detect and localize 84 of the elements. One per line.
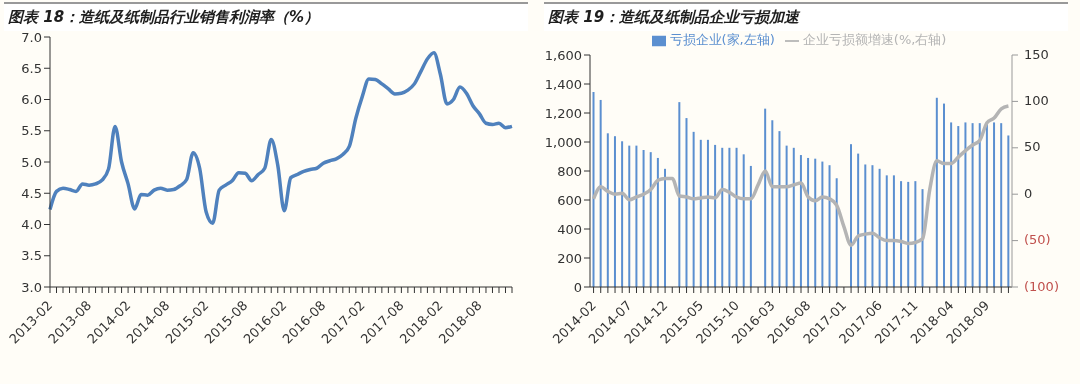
bar [914,181,917,287]
bar [664,168,667,287]
y-tick-label: 800 [557,163,582,179]
chart-title: 图表 18：造纸及纸制品行业销售利润率（%） [4,2,528,31]
bar [685,118,688,287]
line-series [48,50,514,225]
bar [935,97,938,287]
bar [971,123,974,287]
bar [721,147,724,287]
bar [735,147,738,287]
bar [985,123,988,287]
y-tick-label: 6.5 [21,60,42,76]
bar [778,131,781,287]
bar [849,144,852,287]
y2-tick-label: 100 [1024,92,1049,108]
y-tick-label: 1,400 [544,76,582,92]
bar [814,158,817,287]
bar [900,181,903,287]
bar [792,147,795,287]
bar [621,141,624,287]
bar [742,154,745,287]
bar [714,144,717,287]
bar [642,149,645,287]
bar [885,175,888,287]
bar [871,165,874,287]
y2-tick-label: (100) [1024,278,1059,294]
bar [942,103,945,287]
bar [592,91,595,287]
bar [799,155,802,287]
y-tick-label: 6.0 [21,92,42,108]
bar [864,164,867,287]
bar [892,175,895,287]
y-tick-label: 3.0 [21,279,42,295]
bar [728,147,731,287]
y-tick-label: 4.5 [21,185,42,201]
bar [692,131,695,287]
y2-tick-label: 0 [1024,185,1033,201]
y-tick-label: 4.0 [21,217,42,233]
legend-label: 亏损企业(家,左轴) [669,32,775,47]
bar [635,145,638,287]
bar [964,122,967,287]
y-tick-label: 7.0 [21,29,42,45]
y2-tick-label: 150 [1024,46,1049,62]
y-tick-label: 5.0 [21,154,42,170]
bar [771,120,774,287]
y-tick-label: 5.5 [21,123,42,139]
bar [606,133,609,287]
bar [950,122,953,287]
bar [907,181,910,287]
chart-title: 图表 19：造纸及纸制品企业亏损加速 [544,2,1068,31]
bar [613,136,616,287]
y-tick-label: 1,000 [544,134,582,150]
bar [1000,123,1003,287]
bar [835,178,838,287]
y-tick-label: 1,200 [544,105,582,121]
y2-tick-label: (50) [1024,232,1051,248]
bar [764,108,767,287]
bar [628,145,631,287]
bar [699,139,702,287]
bar [993,122,996,287]
legend-label: 企业亏损额增速(%,右轴) [802,32,947,47]
bar [1007,135,1010,287]
bar [957,126,960,287]
line-series [591,104,1011,247]
y-tick-label: 600 [557,192,582,208]
bar [978,123,981,287]
bar [749,165,752,287]
bar [785,145,788,287]
y-tick-label: 400 [557,221,582,237]
bar [878,168,881,287]
bar [807,157,810,287]
y2-tick-label: 50 [1024,139,1041,155]
y-tick-label: 200 [557,250,582,266]
bar [656,157,659,287]
bar [599,99,602,287]
bar [857,153,860,287]
bar [678,102,681,287]
bar [706,139,709,287]
y-tick-label: 3.5 [21,248,42,264]
y-tick-label: 0 [573,279,582,295]
bar [821,161,824,287]
y-tick-label: 1,600 [544,47,582,63]
bar [649,152,652,287]
bar [828,165,831,287]
